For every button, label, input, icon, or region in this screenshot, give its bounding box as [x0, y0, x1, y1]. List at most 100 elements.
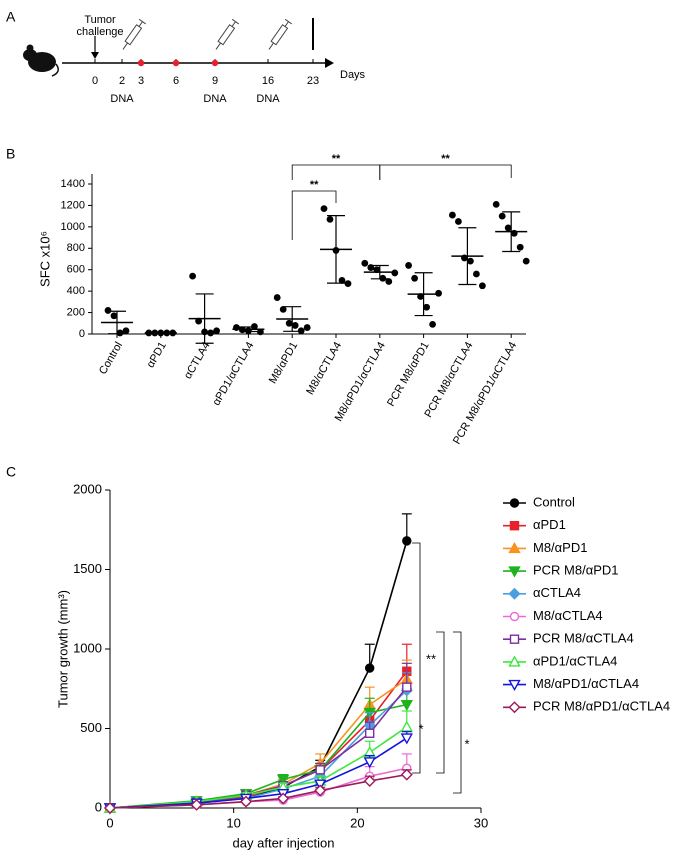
data-point: [449, 211, 456, 219]
data-point: [373, 266, 381, 274]
significance-label: **: [426, 651, 436, 666]
syringe-plunger: [231, 21, 236, 27]
data-point: [492, 200, 500, 208]
legend-label: M8/αPD1: [533, 540, 587, 555]
x-tick-label: M8/αCTLA4: [304, 340, 344, 397]
day-label: 23: [307, 75, 319, 87]
data-point: [257, 328, 264, 336]
data-point: [516, 243, 524, 251]
y-tick-label: 1400: [61, 178, 85, 190]
data-point: [522, 257, 530, 265]
legend-label: PCR M8/αCTLA4: [533, 631, 634, 646]
y-axis-title: SFC x10⁶: [37, 231, 52, 287]
timeline-arrow: [325, 58, 334, 68]
boost-dot: [172, 59, 180, 67]
dna-label: DNA: [203, 93, 227, 105]
data-point: [195, 317, 203, 325]
marker: [315, 765, 325, 775]
day-label: 6: [173, 75, 179, 87]
marker: [400, 720, 413, 732]
marker: [314, 784, 327, 797]
data-point: [213, 327, 221, 335]
y-tick-label: 0: [79, 328, 85, 340]
data-point: [467, 257, 474, 265]
boost-dot: [137, 59, 145, 67]
y-tick-label: 500: [80, 720, 102, 735]
x-tick-label: αPD1: [145, 340, 169, 370]
x-tick-label: 0: [106, 815, 113, 830]
data-point: [411, 274, 418, 282]
legend-label: αPD1/αCTLA4: [533, 653, 617, 668]
marker: [190, 798, 203, 811]
significance-label: **: [310, 179, 319, 191]
marker: [508, 701, 521, 714]
data-point: [110, 312, 118, 320]
day-label: 2: [119, 75, 125, 87]
legend-label: PCR M8/αPD1/αCTLA4: [533, 699, 670, 714]
challenge-arrowhead: [91, 52, 99, 59]
x-tick-label: PCR M8/αPD1: [385, 340, 432, 409]
data-point: [498, 212, 506, 220]
x-axis-title: day after injection: [233, 835, 335, 850]
y-tick-label: 2000: [73, 481, 102, 496]
data-point: [122, 327, 130, 335]
y-tick-label: 1000: [73, 640, 102, 655]
significance-label: *: [418, 721, 423, 736]
legend-label: Control: [533, 494, 575, 509]
data-point: [361, 259, 369, 267]
data-point: [510, 229, 518, 237]
syringe-handle: [284, 18, 293, 25]
data-point: [303, 324, 311, 331]
data-point: [189, 272, 197, 280]
challenge-label: Tumor: [84, 14, 116, 26]
data-point: [435, 289, 442, 297]
day-label: 0: [92, 75, 98, 87]
day-label: 16: [262, 75, 274, 87]
panel-label: A: [6, 9, 16, 25]
legend-label: αCTLA4: [533, 585, 581, 600]
series-line: [109, 737, 408, 809]
syringe-handle: [231, 18, 240, 25]
day-label: 3: [138, 75, 144, 87]
syringe-body: [270, 24, 289, 46]
marker: [365, 728, 375, 738]
panel-label: B: [6, 146, 15, 162]
x-tick-label: 20: [350, 815, 364, 830]
legend-label: αPD1: [533, 517, 566, 532]
syringe-needle: [122, 42, 128, 50]
marker: [365, 663, 375, 673]
data-point: [279, 305, 287, 313]
mouse-icon: [23, 44, 59, 77]
marker: [508, 655, 521, 667]
marker: [508, 566, 521, 578]
marker: [277, 792, 290, 805]
y-tick-label: 200: [67, 306, 85, 318]
marker: [509, 634, 520, 644]
data-point: [116, 329, 124, 337]
syringe-icon: [215, 18, 240, 50]
significance-bracket: [412, 542, 421, 774]
data-point: [207, 329, 215, 337]
significance-bracket: [436, 631, 445, 774]
x-tick-label: 10: [226, 815, 240, 830]
data-point: [326, 215, 334, 223]
marker: [508, 541, 521, 554]
x-tick-label: 30: [474, 815, 488, 830]
significance-bracket: [291, 190, 337, 240]
significance-label: **: [441, 153, 450, 165]
marker: [509, 498, 520, 508]
marker: [509, 521, 520, 531]
x-tick-label: αCTLA4: [182, 340, 213, 381]
syringe-needle: [215, 42, 221, 50]
marker: [363, 774, 376, 787]
marker: [402, 682, 412, 692]
legend-label: M8/αCTLA4: [533, 608, 603, 623]
dna-label: DNA: [256, 93, 280, 105]
y-tick-label: 600: [67, 264, 85, 276]
syringe-handle: [138, 18, 147, 25]
data-point: [273, 294, 281, 301]
marker: [400, 699, 413, 712]
syringe-body: [124, 24, 143, 46]
data-point: [429, 320, 436, 328]
marker: [276, 774, 290, 786]
